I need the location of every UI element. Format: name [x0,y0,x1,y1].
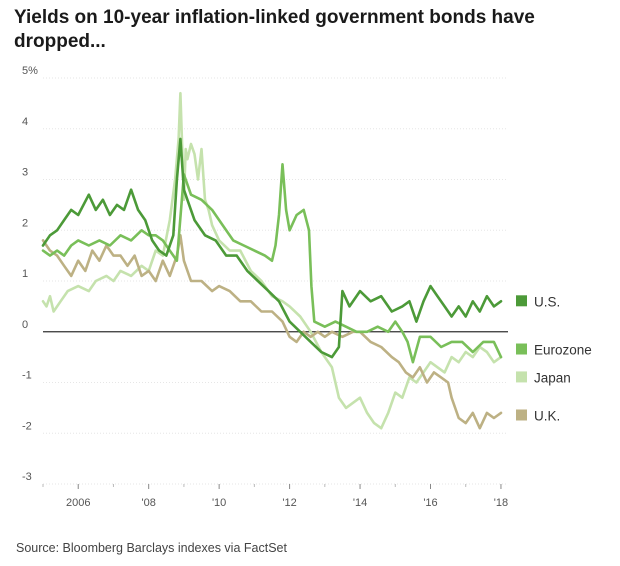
y-tick-label: 3 [22,167,28,179]
y-tick-label: 0 [22,319,28,331]
legend-label: Japan [534,370,571,385]
legend-swatch [516,295,527,307]
x-tick-label: 2006 [66,497,90,509]
legend-swatch [516,371,527,383]
series-lines [41,91,503,430]
legend-label: Eurozone [534,343,592,358]
source-note: Source: Bloomberg Barclays indexes via F… [16,541,287,555]
y-tick-label: -1 [22,370,32,382]
y-tick-label: -2 [22,420,32,432]
y-axis-ticks: 5% 4 3 2 1 0 -1 -2 -3 [22,65,38,483]
x-tick-label: '10 [212,497,226,509]
y-tick-label: -3 [22,471,32,483]
y-tick-label: 4 [22,116,28,128]
y-tick-label: 5% [22,65,38,77]
series-line-eurozone [41,163,503,364]
x-tick-label: '16 [423,497,437,509]
legend-label: U.S. [534,294,560,309]
y-tick-label: 1 [22,268,28,280]
x-tick-label: '12 [282,497,296,509]
y-tick-label: 2 [22,217,28,229]
x-tick-label: '14 [353,497,367,509]
series-line-uk [41,234,503,430]
series-line-us [41,137,503,359]
x-tick-label: '18 [494,497,508,509]
legend-label: U.K. [534,408,560,423]
legend: U.S. Eurozone Japan U.K. [516,294,592,423]
legend-swatch [516,409,527,421]
legend-swatch [516,343,527,355]
x-tick-label: '08 [142,497,156,509]
x-axis-ticks: 2006 '08 '10 '12 '14 '16 '18 [42,484,508,509]
chart-title: Yields on 10-year inflation-linked gover… [14,7,535,52]
